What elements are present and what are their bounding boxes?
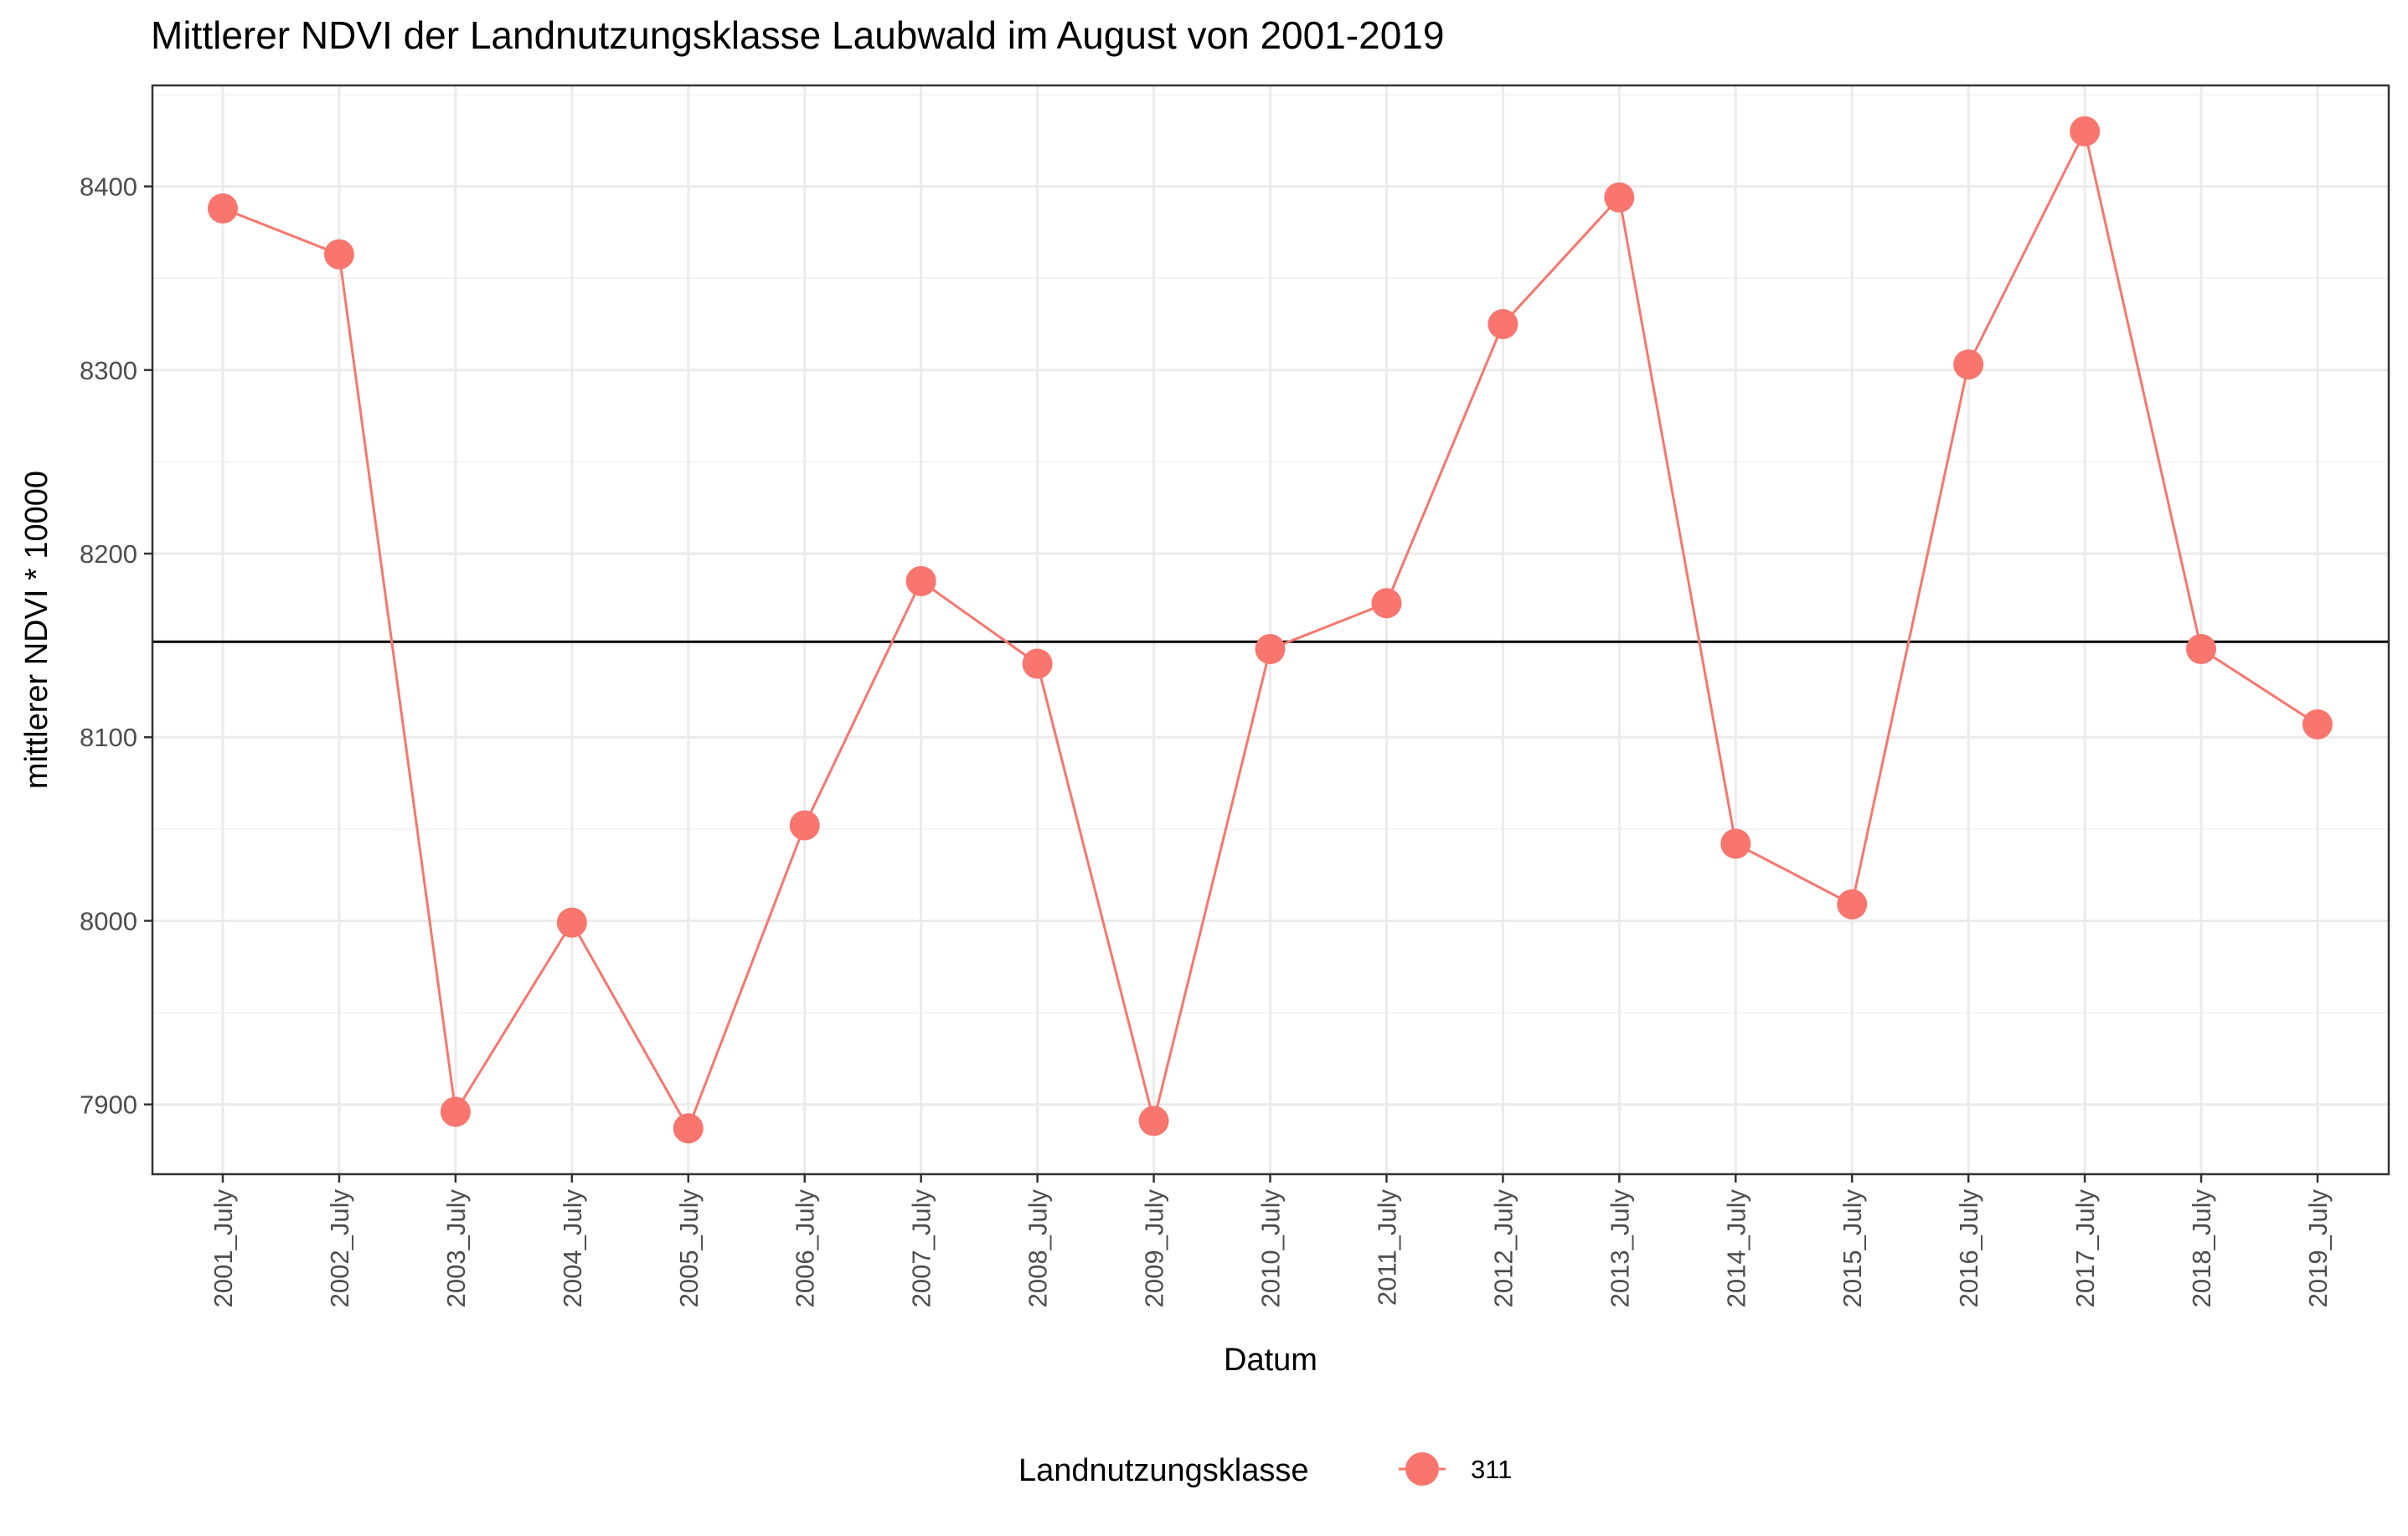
- legend: Landnutzungsklasse 311: [1018, 1452, 1512, 1488]
- y-tick-label: 8100: [80, 723, 137, 752]
- x-axis-title: Datum: [1224, 1343, 1317, 1378]
- data-point: [323, 239, 354, 270]
- y-tick-label: 8300: [80, 356, 137, 385]
- data-point: [673, 1113, 704, 1144]
- x-tick-label: 2012_July: [1488, 1189, 1518, 1308]
- x-tick-label: 2017_July: [2070, 1189, 2100, 1308]
- y-axis-title: mittlerer NDVI * 10000: [19, 471, 54, 789]
- x-axis: 2001_July 2002_July 2003_July 2004_July 2005…: [209, 1174, 2333, 1307]
- x-tick-label: 2015_July: [1838, 1189, 1867, 1308]
- data-point: [2070, 116, 2101, 147]
- data-point: [905, 565, 936, 596]
- data-point: [1720, 828, 1751, 859]
- y-tick-label: 8400: [80, 173, 137, 202]
- x-tick-label: 2010_July: [1256, 1189, 1286, 1308]
- data-point: [1837, 889, 1868, 920]
- x-tick-label: 2019_July: [2303, 1189, 2333, 1308]
- data-point: [1138, 1106, 1169, 1137]
- y-tick-label: 7900: [80, 1090, 137, 1120]
- x-tick-label: 2008_July: [1024, 1189, 1053, 1308]
- x-tick-label: 2009_July: [1140, 1189, 1169, 1308]
- x-tick-label: 2006_July: [791, 1189, 820, 1308]
- data-point: [556, 907, 587, 938]
- chart-title: Mittlerer NDVI der Landnutzungsklasse La…: [151, 13, 1444, 57]
- x-tick-label: 2003_July: [441, 1189, 471, 1308]
- data-point: [1255, 634, 1286, 665]
- x-tick-label: 2013_July: [1605, 1189, 1634, 1308]
- data-point: [1604, 182, 1635, 213]
- data-point: [2302, 709, 2333, 740]
- data-point: [789, 810, 820, 841]
- x-tick-label: 2005_July: [674, 1189, 704, 1308]
- data-point: [1953, 349, 1984, 380]
- x-tick-label: 2011_July: [1372, 1189, 1401, 1307]
- legend-key-point: [1405, 1452, 1439, 1486]
- x-tick-label: 2001_July: [209, 1189, 238, 1308]
- data-point: [1488, 308, 1519, 339]
- data-point: [2186, 634, 2217, 665]
- data-point: [208, 193, 238, 224]
- data-point: [1022, 648, 1053, 679]
- y-tick-label: 8200: [80, 539, 137, 569]
- data-point: [1371, 588, 1402, 619]
- grid-major: [152, 85, 2389, 1174]
- legend-title: Landnutzungsklasse: [1018, 1453, 1308, 1488]
- x-tick-label: 2004_July: [558, 1189, 587, 1308]
- x-tick-label: 2007_July: [907, 1189, 936, 1308]
- y-tick-label: 8000: [80, 906, 137, 936]
- x-tick-label: 2016_July: [1954, 1189, 1983, 1308]
- x-tick-label: 2002_July: [325, 1189, 354, 1308]
- legend-item-label: 311: [1471, 1455, 1512, 1484]
- x-tick-label: 2018_July: [2187, 1189, 2216, 1308]
- plot-panel: [151, 84, 2390, 1176]
- x-tick-label: 2014_July: [1721, 1189, 1751, 1308]
- data-points: [208, 116, 2333, 1144]
- data-point: [440, 1096, 471, 1127]
- y-axis: 7900 8000 8100 8200 8300 8400: [80, 173, 152, 1120]
